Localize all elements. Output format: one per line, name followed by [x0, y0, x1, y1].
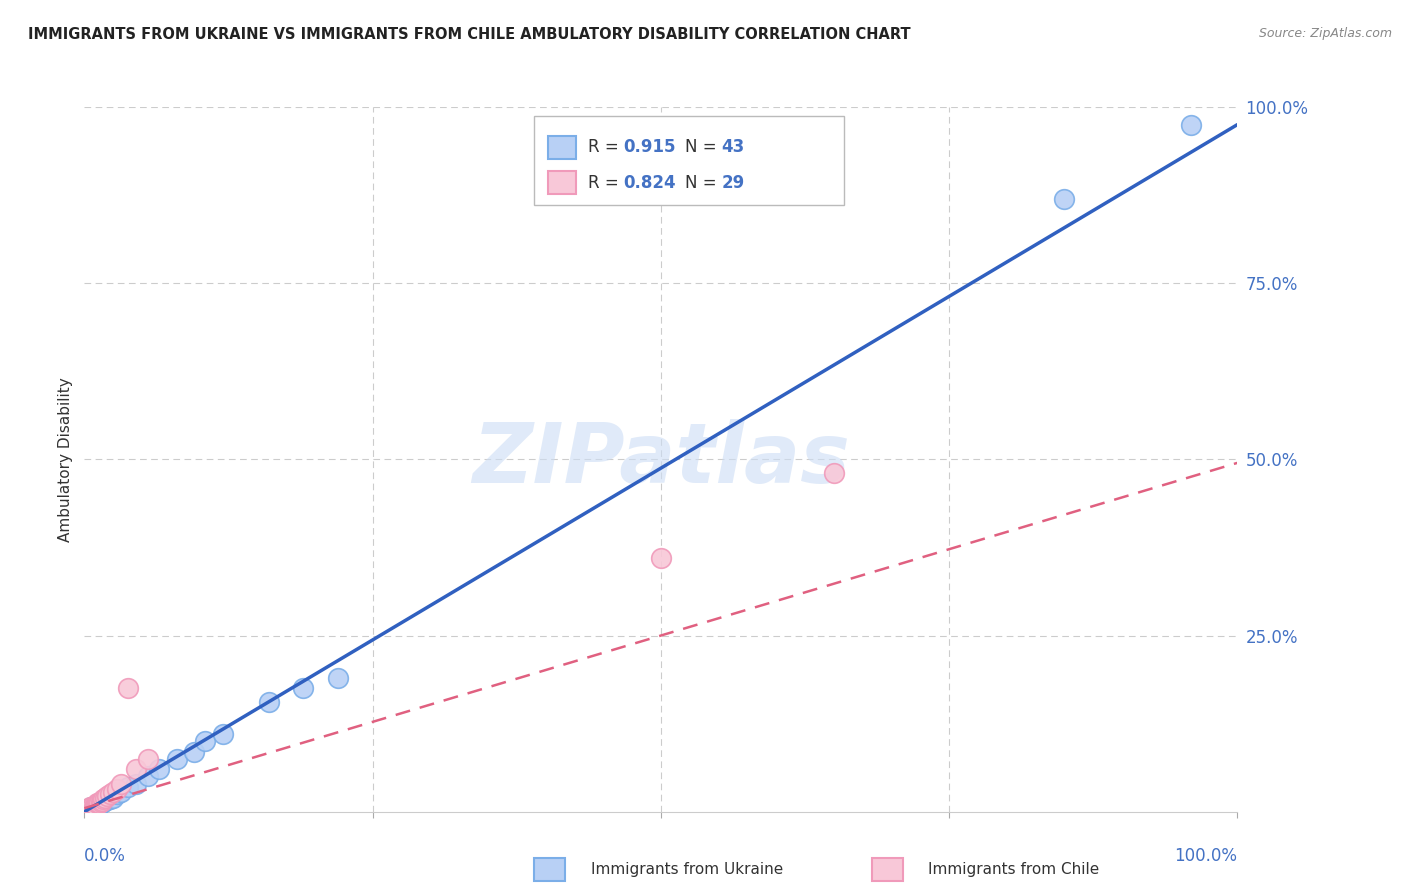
- Point: [83, 799, 105, 814]
- Point: [76, 803, 98, 817]
- Point: [125, 763, 148, 777]
- Text: N =: N =: [685, 174, 721, 192]
- Point: [292, 681, 315, 696]
- Point: [83, 799, 105, 814]
- Point: [1053, 192, 1076, 206]
- Point: [76, 803, 98, 817]
- Point: [90, 794, 112, 808]
- Point: [110, 785, 132, 799]
- Point: [183, 745, 205, 759]
- Point: [194, 734, 217, 748]
- Text: ZIPatlas: ZIPatlas: [472, 419, 849, 500]
- Point: [166, 752, 188, 766]
- Point: [650, 551, 672, 566]
- Point: [136, 769, 159, 784]
- Point: [89, 795, 111, 809]
- Point: [82, 800, 104, 814]
- Point: [103, 785, 124, 799]
- Text: 0.0%: 0.0%: [84, 847, 127, 865]
- Text: Immigrants from Chile: Immigrants from Chile: [928, 863, 1099, 877]
- Point: [89, 797, 111, 812]
- Point: [103, 790, 124, 805]
- Point: [110, 776, 132, 790]
- Point: [87, 797, 110, 811]
- Point: [94, 793, 117, 807]
- Point: [87, 796, 110, 810]
- Point: [76, 804, 98, 818]
- Point: [96, 789, 118, 804]
- Point: [96, 793, 118, 807]
- Point: [79, 803, 101, 817]
- Point: [76, 804, 98, 818]
- Text: 29: 29: [721, 174, 745, 192]
- Text: N =: N =: [685, 138, 721, 156]
- Point: [83, 799, 105, 814]
- Text: Immigrants from Ukraine: Immigrants from Ukraine: [591, 863, 783, 877]
- Point: [86, 797, 108, 811]
- Point: [77, 803, 100, 817]
- Text: 0.915: 0.915: [623, 138, 675, 156]
- Point: [257, 696, 280, 710]
- Point: [105, 787, 128, 801]
- Point: [80, 802, 103, 816]
- Point: [77, 803, 100, 817]
- Point: [79, 801, 101, 815]
- Point: [75, 804, 97, 818]
- Point: [80, 800, 103, 814]
- Point: [98, 787, 121, 801]
- Point: [211, 727, 233, 741]
- Point: [117, 681, 139, 696]
- Point: [91, 792, 114, 806]
- Y-axis label: Ambulatory Disability: Ambulatory Disability: [58, 377, 73, 541]
- Point: [86, 797, 108, 812]
- Point: [79, 800, 101, 814]
- Point: [125, 776, 148, 790]
- Point: [80, 803, 103, 817]
- Point: [84, 800, 107, 814]
- Point: [105, 782, 128, 797]
- Point: [1180, 118, 1202, 132]
- Point: [98, 792, 121, 806]
- Point: [82, 800, 104, 814]
- Point: [84, 798, 107, 813]
- Point: [90, 797, 112, 811]
- Point: [89, 797, 111, 811]
- Point: [79, 803, 101, 817]
- Point: [136, 752, 159, 766]
- Point: [83, 801, 105, 815]
- Point: [823, 467, 845, 481]
- Point: [94, 790, 117, 805]
- Point: [76, 803, 98, 817]
- Point: [91, 795, 114, 809]
- Text: 100.0%: 100.0%: [1174, 847, 1237, 865]
- Point: [326, 671, 349, 685]
- Point: [89, 797, 111, 811]
- Point: [148, 763, 170, 777]
- Point: [76, 802, 98, 816]
- Point: [82, 802, 104, 816]
- Point: [75, 804, 97, 818]
- Point: [84, 799, 107, 814]
- Point: [83, 799, 105, 814]
- Point: [117, 780, 139, 794]
- Point: [77, 802, 100, 816]
- Text: R =: R =: [588, 138, 624, 156]
- Text: R =: R =: [588, 174, 624, 192]
- Text: Source: ZipAtlas.com: Source: ZipAtlas.com: [1258, 27, 1392, 40]
- Text: 43: 43: [721, 138, 745, 156]
- Point: [83, 802, 105, 816]
- Text: IMMIGRANTS FROM UKRAINE VS IMMIGRANTS FROM CHILE AMBULATORY DISABILITY CORRELATI: IMMIGRANTS FROM UKRAINE VS IMMIGRANTS FR…: [28, 27, 911, 42]
- Text: 0.824: 0.824: [623, 174, 675, 192]
